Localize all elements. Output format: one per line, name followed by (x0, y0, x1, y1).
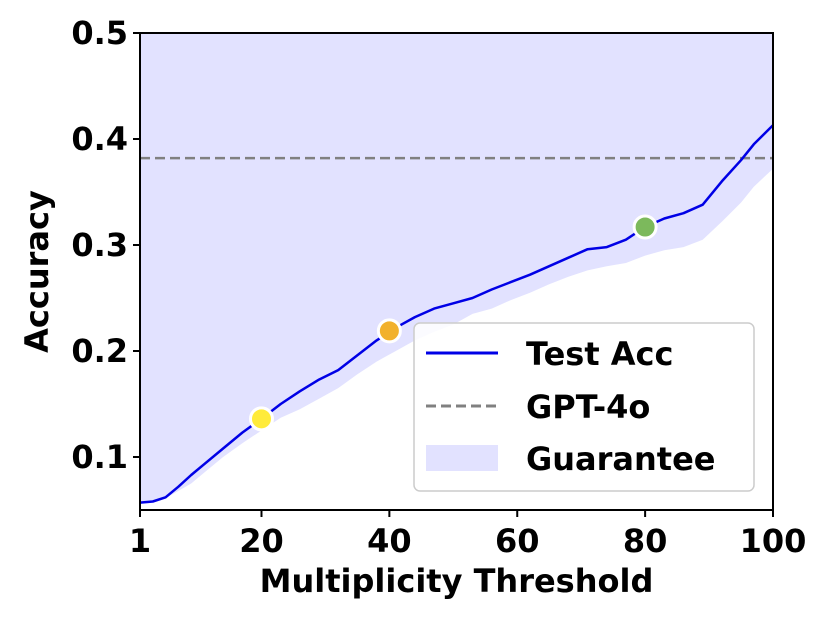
y-tick-label: 0.3 (71, 226, 128, 264)
test-acc-line-layer (139, 124, 774, 504)
y-tick-label: 0.1 (71, 438, 128, 476)
x-tick-label: 80 (623, 522, 668, 560)
y-tick-label: 0.4 (71, 120, 128, 158)
highlight-point-20 (248, 406, 274, 432)
x-axis-label: Multiplicity Threshold (260, 562, 654, 600)
highlight-points-layer (248, 214, 658, 432)
y-tick-label: 0.5 (71, 14, 128, 52)
y-axis-label: Accuracy (18, 190, 56, 353)
y-axis-ticks: 0.1 0.2 0.3 0.4 0.5 (71, 14, 140, 476)
highlight-point-40 (376, 318, 402, 344)
legend-box (413, 322, 755, 492)
legend-label-guarantee: Guarantee (526, 440, 716, 478)
y-tick-label: 0.2 (71, 332, 128, 370)
legend-label-test-acc: Test Acc (526, 335, 673, 373)
legend-label-gpt-4o: GPT-4o (526, 388, 650, 426)
guarantee-band (140, 33, 773, 503)
highlight-point-80 (632, 214, 658, 240)
x-tick-label: 20 (239, 522, 284, 560)
test-acc-line (139, 124, 774, 504)
x-tick-label: 100 (740, 522, 807, 560)
x-axis-ticks: 1 20 40 60 80 100 (129, 510, 807, 560)
x-tick-label: 60 (495, 522, 540, 560)
legend-swatch-guarantee (426, 445, 498, 471)
x-tick-label: 40 (367, 522, 412, 560)
plot-frame (139, 32, 774, 511)
legend: Test Acc GPT-4o Guarantee (413, 322, 755, 492)
guarantee-band-layer (140, 33, 773, 503)
x-tick-label: 1 (129, 522, 151, 560)
